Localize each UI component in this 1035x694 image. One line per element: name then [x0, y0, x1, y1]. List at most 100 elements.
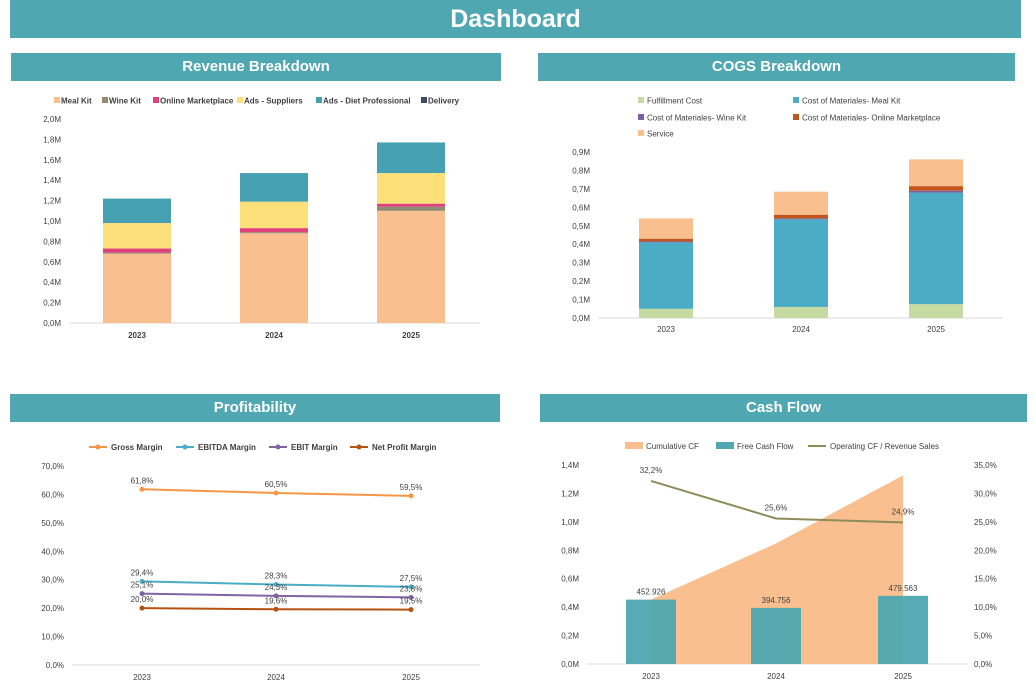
legend-label-cost-of-materiales-wine-kit: Cost of Materiales- Wine Kit: [647, 114, 747, 123]
x-tick-label: 2025: [402, 673, 420, 682]
y-tick-label: 0,2M: [561, 632, 579, 641]
legend-label-cost-of-materiales-online-marketplace: Cost of Materiales- Online Marketplace: [802, 114, 941, 123]
y-tick-label: 70,0%: [41, 462, 64, 471]
data-label-free-cash-flow: 394.756: [762, 596, 791, 605]
data-label-free-cash-flow: 479.563: [889, 584, 918, 593]
x-tick-label: 2023: [133, 673, 151, 682]
x-tick-label: 2024: [265, 331, 283, 340]
data-point-gross-margin: [408, 493, 414, 499]
y-tick-label: 0,1M: [572, 296, 590, 305]
legend-swatch-cost-of-materiales-online-marketplace: [793, 114, 799, 120]
data-label-ebitda-margin: 27,5%: [400, 574, 423, 583]
y-tick-label: 0,0M: [43, 319, 61, 328]
legend-swatch-service: [638, 130, 644, 136]
y-tick-label: 0,7M: [572, 185, 590, 194]
legend-label-service: Service: [647, 130, 674, 139]
bar-segment-cost-of-materiales-meal-kit-2024: [774, 219, 828, 307]
data-point-net-profit-margin: [273, 606, 279, 612]
data-point-ebitda-margin: [139, 578, 145, 584]
legend-label-ads-diet-professional: Ads - Diet Professional: [323, 97, 411, 106]
y-tick-label: 1,0M: [43, 217, 61, 226]
y-tick-label: 1,2M: [561, 489, 579, 498]
bar-segment-cost-of-materiales-online-marketplace-2025: [909, 186, 963, 191]
data-point-net-profit-margin: [139, 605, 145, 611]
y-tick-label: 1,4M: [43, 176, 61, 185]
y-tick-label: 10,0%: [41, 633, 64, 642]
bar-segment-cost-of-materiales-online-marketplace-2024: [774, 214, 828, 219]
y-tick-label: 40,0%: [41, 547, 64, 556]
bar-segment-ads-suppliers-2023: [103, 223, 171, 249]
bar-segment-fulfillment-cost-2024: [774, 306, 828, 318]
legend-swatch-cumulative-cf: [625, 442, 643, 449]
bar-segment-meal-kit-2024: [240, 233, 308, 323]
bar-segment-wine-kit-2024: [240, 232, 308, 234]
x-tick-label: 2023: [128, 331, 146, 340]
legend-swatch-delivery: [421, 97, 427, 103]
y-tick-label: 0,3M: [572, 259, 590, 268]
x-tick-label: 2024: [792, 325, 810, 334]
bar-segment-ads-suppliers-2025: [377, 173, 445, 204]
revenue-section-title: Revenue Breakdown: [11, 53, 501, 81]
legend-label-cumulative-cf: Cumulative CF: [646, 442, 699, 451]
legend-swatch-ads-diet-professional: [316, 97, 322, 103]
bar-segment-ads-diet-professional-2023: [103, 198, 171, 224]
y-tick-label: 0,4M: [43, 278, 61, 287]
y2-tick-label: 15,0%: [974, 575, 997, 584]
y2-tick-label: 5,0%: [974, 632, 992, 641]
legend-label-operating-cf-revenue-sales: Operating CF / Revenue Sales: [830, 442, 939, 451]
data-label-operating-cf-revenue-sales: 24,9%: [892, 507, 915, 516]
legend-swatch-meal-kit: [54, 97, 60, 103]
bar-segment-online-marketplace-2023: [103, 248, 171, 253]
x-tick-label: 2023: [642, 672, 660, 681]
y-tick-label: 50,0%: [41, 519, 64, 528]
y-tick-label: 1,8M: [43, 135, 61, 144]
y-tick-label: 30,0%: [41, 576, 64, 585]
bar-segment-ads-suppliers-2024: [240, 201, 308, 229]
data-label-ebit-margin: 24,3%: [265, 583, 288, 592]
x-tick-label: 2023: [657, 325, 675, 334]
legend-label-ads-suppliers: Ads - Suppliers: [244, 97, 303, 106]
legend-marker-ebit-margin: [275, 444, 281, 450]
y2-tick-label: 20,0%: [974, 546, 997, 555]
legend-marker-net-profit-margin: [356, 444, 362, 450]
area-cumulative-cf: [651, 475, 903, 664]
y-tick-label: 0,6M: [561, 575, 579, 584]
data-point-gross-margin: [273, 490, 279, 496]
bar-segment-fulfillment-cost-2023: [639, 308, 693, 318]
legend-label-meal-kit: Meal Kit: [61, 97, 92, 106]
x-tick-label: 2025: [402, 331, 420, 340]
y2-tick-label: 10,0%: [974, 603, 997, 612]
bar-free-cash-flow-2025: [878, 595, 928, 664]
legend-swatch-cost-of-materiales-meal-kit: [793, 97, 799, 103]
y-tick-label: 1,0M: [561, 518, 579, 527]
bar-segment-ads-diet-professional-2024: [240, 173, 308, 202]
cashflow-section-title: Cash Flow: [540, 394, 1027, 422]
legend-swatch-wine-kit: [102, 97, 108, 103]
profitability-section-title: Profitability: [10, 394, 500, 422]
y2-tick-label: 25,0%: [974, 518, 997, 527]
y2-tick-label: 35,0%: [974, 461, 997, 470]
y-tick-label: 0,4M: [572, 240, 590, 249]
y-tick-label: 2,0M: [43, 115, 61, 124]
bar-segment-meal-kit-2023: [103, 253, 171, 323]
data-label-ebitda-margin: 29,4%: [131, 568, 154, 577]
x-tick-label: 2024: [767, 672, 785, 681]
bar-segment-cost-of-materiales-wine-kit-2023: [639, 241, 693, 243]
data-point-net-profit-margin: [408, 607, 414, 613]
bar-segment-wine-kit-2025: [377, 206, 445, 211]
legend-label-ebit-margin: EBIT Margin: [291, 443, 338, 452]
data-label-net-profit-margin: 19,6%: [265, 596, 288, 605]
bar-free-cash-flow-2023: [626, 599, 676, 664]
data-label-ebitda-margin: 28,3%: [265, 572, 288, 581]
y-tick-label: 1,4M: [561, 461, 579, 470]
bar-segment-meal-kit-2025: [377, 210, 445, 323]
data-point-ebit-margin: [273, 593, 279, 599]
cogs-section-title: COGS Breakdown: [538, 53, 1015, 81]
data-point-ebitda-margin: [408, 584, 414, 590]
bar-segment-ads-diet-professional-2025: [377, 142, 445, 174]
data-label-net-profit-margin: 20,0%: [131, 595, 154, 604]
data-label-free-cash-flow: 452.926: [637, 588, 666, 597]
